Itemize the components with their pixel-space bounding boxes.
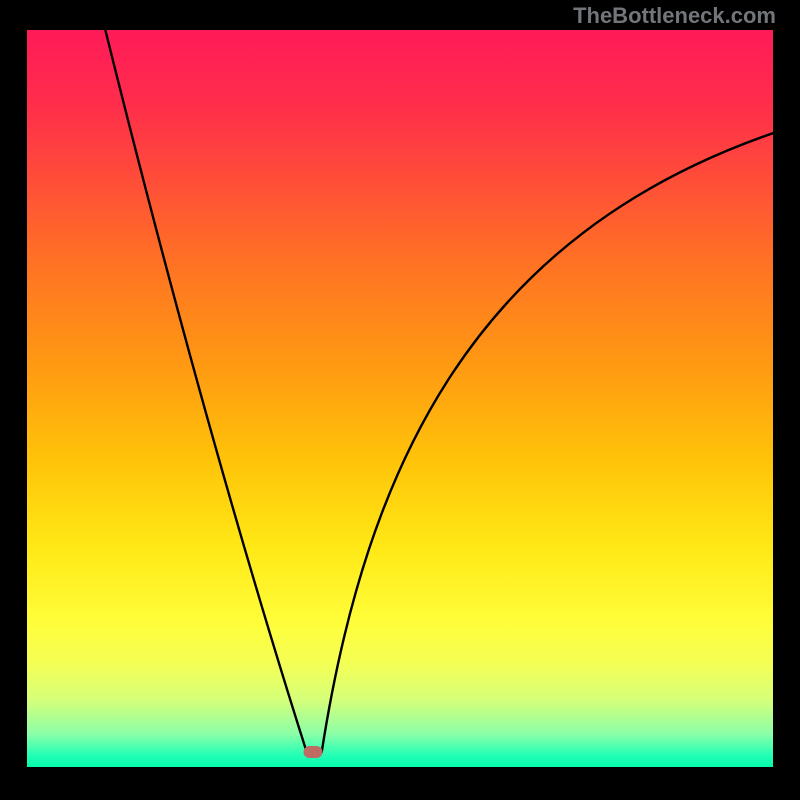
minimum-marker <box>303 746 322 758</box>
watermark: TheBottleneck.com <box>573 3 776 29</box>
bottleneck-curve <box>0 0 800 800</box>
